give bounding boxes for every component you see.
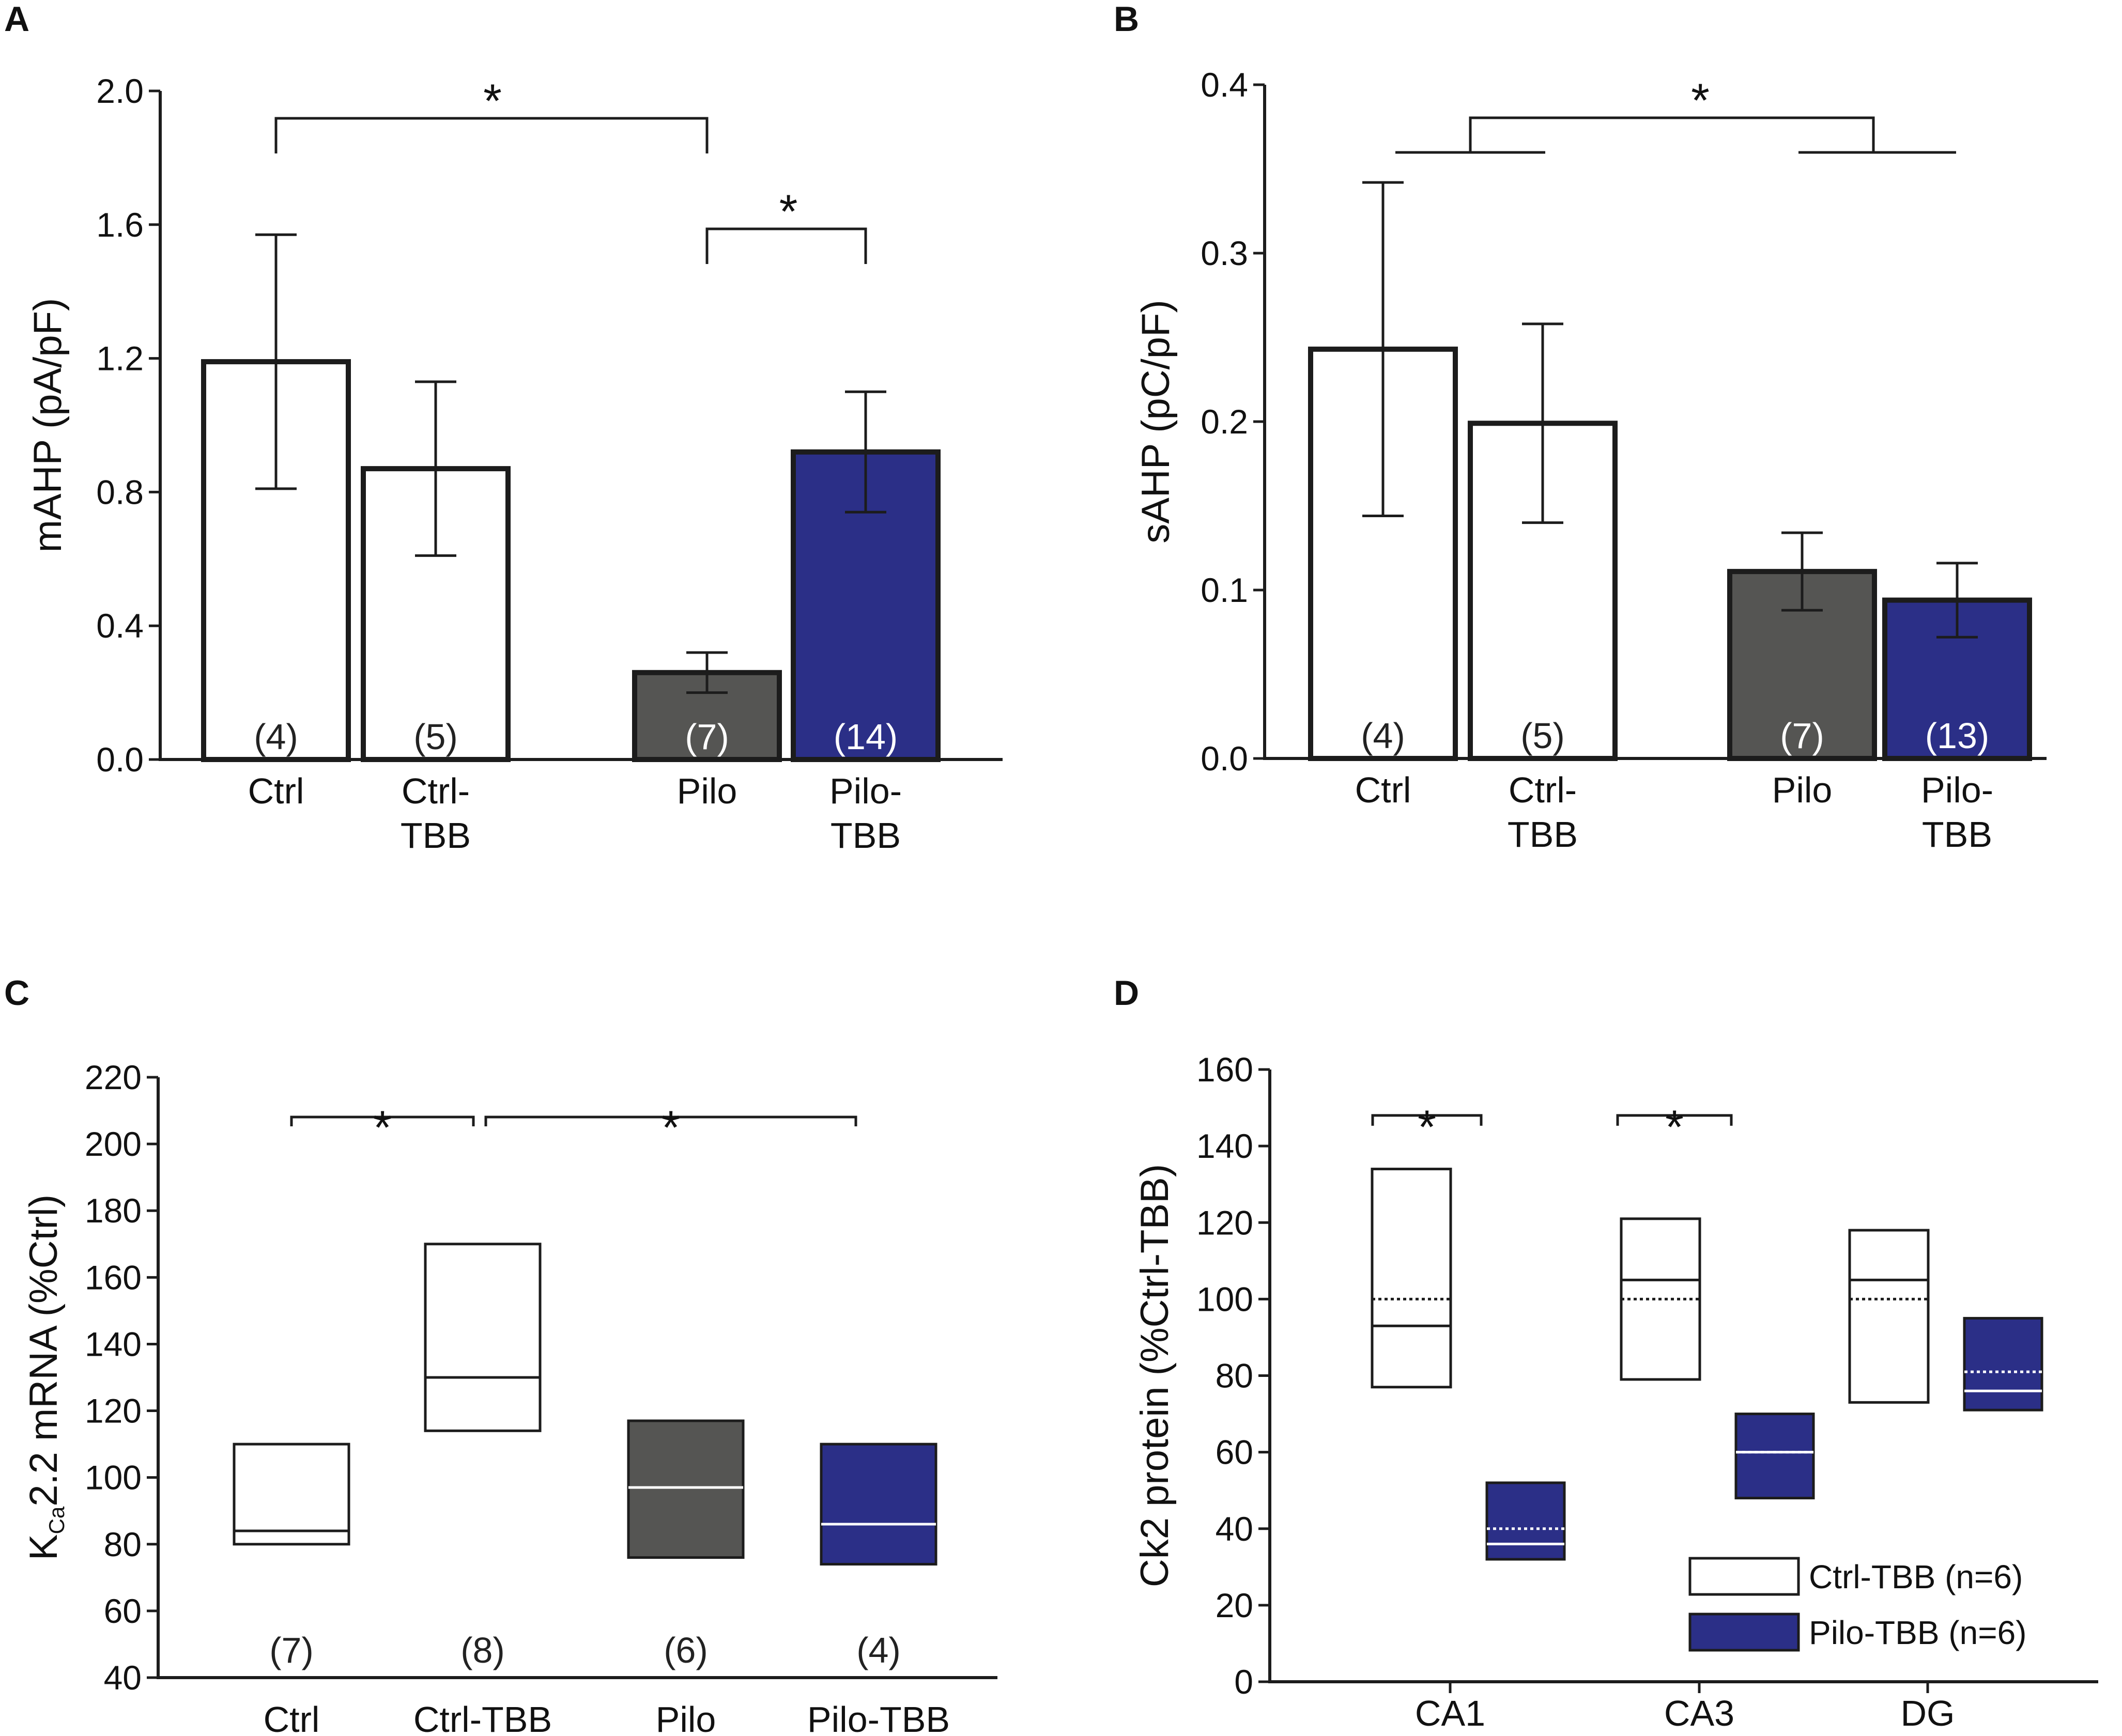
panel-c-letter: C — [4, 973, 29, 1013]
panel-b-letter: B — [1114, 0, 1139, 39]
y-tick-label: 2.0 — [96, 72, 144, 110]
significance-star: * — [1691, 74, 1710, 127]
y-tick-label: 0.4 — [96, 607, 144, 645]
x-category-label: Ctrl-TBB — [1508, 770, 1578, 855]
significance-bracket — [1371, 1114, 1483, 1126]
y-axis-title: Ck2 protein (%Ctrl-TBB) — [1133, 1164, 1177, 1587]
significance-star: * — [779, 185, 798, 238]
x-category-label: DG — [1901, 1693, 1955, 1733]
panel-b-sahp-chart: B 0.0 0.1 0.2 0.3 0.4 (4) Ctrl (5) Ctrl-TBB (7) Pi… — [1114, 0, 2047, 855]
significance-bracket — [484, 1115, 857, 1126]
x-category-label: Ctrl — [248, 771, 304, 811]
sample-size-label: (5) — [413, 717, 458, 757]
y-tick-label: 0.2 — [1201, 402, 1248, 441]
y-tick-label: 0.0 — [96, 740, 144, 779]
y-tick-label: 0.3 — [1201, 234, 1248, 272]
significance-star: * — [373, 1102, 392, 1154]
significance-bracket — [1469, 116, 1875, 152]
sample-size-label: (8) — [460, 1630, 505, 1670]
y-tick-label: 120 — [1196, 1203, 1253, 1242]
x-category-label: Pilo-TBB — [807, 1699, 950, 1736]
x-category-label: Ctrl-TBB — [413, 1699, 552, 1736]
y-tick-label: 0.1 — [1201, 571, 1248, 609]
y-axis-title: KCa2.2 mRNA (%Ctrl) — [22, 1195, 69, 1560]
x-category-label: Pilo — [1772, 770, 1833, 810]
sample-size-label: (14) — [834, 717, 898, 757]
x-category-label: Ctrl — [1355, 770, 1411, 810]
box — [820, 1443, 937, 1566]
significance-bracket — [1616, 1114, 1733, 1126]
y-tick-label: 200 — [85, 1125, 142, 1163]
x-category-label: Pilo-TBB — [829, 771, 902, 856]
y-tick-label: 220 — [85, 1058, 142, 1096]
legend-label: Pilo-TBB (n=6) — [1809, 1614, 2026, 1651]
significance-star: * — [662, 1102, 680, 1154]
x-category-label: Ctrl — [264, 1699, 320, 1736]
y-tick-label: 160 — [1196, 1050, 1253, 1089]
legend: Ctrl-TBB (n=6) Pilo-TBB (n=6) — [1688, 1557, 2026, 1652]
box — [233, 1443, 350, 1546]
significance-bracket — [290, 1115, 475, 1126]
y-tick-label: 80 — [1216, 1357, 1253, 1395]
box — [627, 1419, 745, 1559]
y-tick-label: 0.0 — [1201, 739, 1248, 778]
legend-swatch — [1688, 1613, 1800, 1652]
y-tick-label: 40 — [1216, 1510, 1253, 1548]
y-tick-label: 100 — [85, 1459, 142, 1497]
sample-size-label: (4) — [856, 1630, 901, 1670]
y-tick-label: 40 — [104, 1659, 142, 1697]
y-axis-title: sAHP (pC/pF) — [1134, 300, 1178, 544]
y-tick-label: 60 — [1216, 1433, 1253, 1471]
sample-size-label: (7) — [269, 1630, 314, 1670]
panel-c-kca-mrna-chart: C 40 60 80 100 120 140 160 180 200 220 (7) Ctrl (8) C… — [4, 973, 997, 1736]
panel-a-mahp-chart: A 0.0 0.4 0.8 1.2 1.6 2.0 (4) Ctrl (5) Ctrl-TBB (7… — [4, 0, 1003, 856]
y-axis-title: mAHP (pA/pF) — [26, 298, 70, 553]
y-tick-label: 60 — [104, 1592, 142, 1630]
significance-bracket — [274, 117, 709, 153]
box — [1485, 1481, 1566, 1561]
y-tick-label: 1.2 — [96, 339, 144, 378]
box — [1734, 1413, 1815, 1499]
y-tick-label: 180 — [85, 1191, 142, 1230]
sample-size-label: (4) — [254, 717, 298, 757]
sample-size-label: (4) — [1361, 716, 1405, 756]
box — [424, 1243, 542, 1432]
y-tick-label: 120 — [85, 1392, 142, 1430]
y-tick-label: 0.4 — [1201, 66, 1248, 104]
x-category-label: CA1 — [1415, 1693, 1485, 1733]
panel-d-ck2-protein-chart: D 0 20 40 60 80 100 120 140 160 CA1 CA3 DG * * Ctrl-TB… — [1114, 973, 2098, 1733]
y-tick-label: 140 — [85, 1325, 142, 1363]
x-category-label: Pilo — [677, 771, 737, 811]
y-tick-label: 140 — [1196, 1127, 1253, 1165]
significance-bracket — [705, 227, 867, 264]
legend-label: Ctrl-TBB (n=6) — [1809, 1558, 2023, 1595]
sample-size-label: (13) — [1925, 716, 1989, 756]
y-tick-label: 1.6 — [96, 206, 144, 244]
x-category-label: Pilo — [656, 1699, 716, 1736]
bar — [632, 670, 782, 763]
x-category-label: Ctrl-TBB — [401, 771, 471, 856]
sample-size-label: (5) — [1520, 716, 1565, 756]
sample-size-label: (7) — [1780, 716, 1824, 756]
y-tick-label: 0.8 — [96, 473, 144, 511]
sample-size-label: (6) — [664, 1630, 708, 1670]
significance-star: * — [1418, 1101, 1436, 1154]
panel-a-letter: A — [4, 0, 29, 39]
y-tick-label: 0 — [1234, 1663, 1253, 1701]
significance-star: * — [1665, 1101, 1684, 1154]
y-tick-label: 100 — [1196, 1280, 1253, 1318]
box — [1848, 1229, 1930, 1404]
x-category-label: Pilo-TBB — [1921, 770, 1993, 855]
x-category-label: CA3 — [1664, 1693, 1734, 1733]
y-tick-label: 160 — [85, 1258, 142, 1296]
box — [1963, 1316, 2043, 1412]
y-tick-label: 80 — [104, 1525, 142, 1563]
sample-size-label: (7) — [685, 717, 729, 757]
y-tick-label: 20 — [1216, 1586, 1253, 1624]
significance-star: * — [483, 75, 502, 128]
panel-d-letter: D — [1114, 973, 1139, 1013]
box — [1371, 1168, 1452, 1389]
legend-swatch — [1688, 1557, 1800, 1596]
